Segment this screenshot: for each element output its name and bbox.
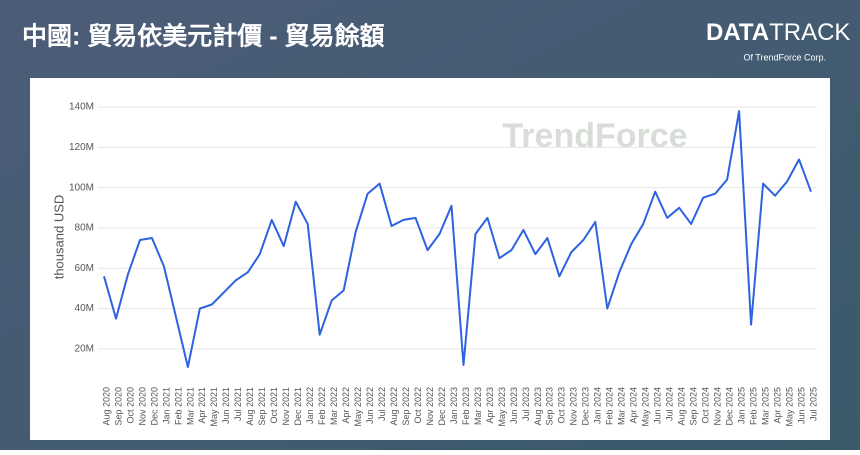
- x-tick-label: Nov 2022: [425, 387, 435, 426]
- x-tick-label: Nov 2020: [137, 387, 147, 426]
- x-tick-label: Dec 2022: [437, 387, 447, 426]
- x-tick-label: Apr 2021: [197, 387, 207, 424]
- y-tick-label: 40M: [75, 303, 94, 314]
- y-tick-label: 20M: [75, 343, 94, 354]
- x-tick-label: May 2022: [353, 387, 363, 427]
- y-tick-label: 60M: [75, 263, 94, 274]
- x-tick-label: Sep 2021: [257, 387, 267, 426]
- x-tick-label: Jun 2025: [796, 387, 806, 424]
- x-tick-label: Apr 2025: [772, 387, 782, 424]
- x-tick-label: Jun 2024: [653, 387, 663, 424]
- x-tick-label: May 2021: [209, 387, 219, 427]
- x-tick-label: Aug 2022: [389, 387, 399, 426]
- x-tick-label: Sep 2020: [113, 387, 123, 426]
- x-tick-label: Jun 2022: [365, 387, 375, 424]
- x-tick-label: Jan 2025: [736, 387, 746, 424]
- data-line: [103, 110, 812, 368]
- y-tick-label: 100M: [69, 182, 94, 193]
- logo-sub: Of TrendForce Corp.: [743, 52, 826, 62]
- x-tick-label: Mar 2023: [473, 387, 483, 425]
- x-tick-label: Sep 2022: [401, 387, 411, 426]
- x-tick-label: Mar 2024: [617, 387, 627, 425]
- logo: DATATRACK: [706, 19, 850, 46]
- x-tick-label: Aug 2023: [533, 387, 543, 426]
- x-tick-label: Oct 2020: [125, 387, 135, 424]
- x-tick-label: Jul 2025: [808, 387, 818, 421]
- x-tick-label: Sep 2024: [689, 387, 699, 426]
- x-tick-label: Dec 2020: [149, 387, 159, 426]
- x-tick-label: Jan 2024: [593, 387, 603, 424]
- x-tick-label: Nov 2021: [281, 387, 291, 426]
- x-tick-label: Oct 2022: [413, 387, 423, 424]
- x-tick-label: Feb 2025: [748, 387, 758, 425]
- y-tick-label: 120M: [69, 142, 94, 153]
- x-tick-label: Mar 2025: [760, 387, 770, 425]
- x-tick-label: Apr 2022: [341, 387, 351, 424]
- x-tick-label: Mar 2022: [329, 387, 339, 425]
- logo-bold: DATA: [706, 19, 769, 46]
- logo-light: TRACK: [769, 19, 850, 46]
- x-tick-label: Oct 2024: [701, 387, 711, 424]
- x-tick-label: Apr 2023: [485, 387, 495, 424]
- x-tick-label: Aug 2021: [245, 387, 255, 426]
- x-tick-label: Feb 2024: [605, 387, 615, 425]
- x-tick-label: Feb 2023: [461, 387, 471, 425]
- x-tick-label: Sep 2023: [545, 387, 555, 426]
- x-tick-label: May 2023: [497, 387, 507, 427]
- x-tick-label: Dec 2024: [724, 387, 734, 426]
- x-tick-label: Jan 2023: [449, 387, 459, 424]
- page-title: 中國: 貿易依美元計價 - 貿易餘額: [22, 22, 385, 51]
- y-tick-label: 140M: [69, 102, 94, 113]
- watermark: TrendForce: [502, 117, 687, 155]
- x-tick-label: Jun 2021: [221, 387, 231, 424]
- x-tick-label: Aug 2020: [101, 387, 111, 426]
- x-tick-label: Apr 2024: [629, 387, 639, 424]
- x-tick-label: Jul 2021: [233, 387, 243, 421]
- x-tick-label: Feb 2022: [317, 387, 327, 425]
- x-tick-label: Jul 2024: [665, 387, 675, 421]
- x-tick-label: Aug 2024: [677, 387, 687, 426]
- x-tick-label: Oct 2023: [557, 387, 567, 424]
- x-tick-label: Jul 2023: [521, 387, 531, 421]
- x-tick-label: Dec 2021: [293, 387, 303, 426]
- x-tick-label: Mar 2021: [185, 387, 195, 425]
- x-tick-label: May 2025: [784, 387, 794, 427]
- x-tick-label: Jun 2023: [509, 387, 519, 424]
- x-tick-label: Nov 2023: [569, 387, 579, 426]
- x-tick-label: Oct 2021: [269, 387, 279, 424]
- x-tick-label: Jul 2022: [377, 387, 387, 421]
- x-tick-label: Jan 2022: [305, 387, 315, 424]
- x-tick-label: Jan 2021: [161, 387, 171, 424]
- x-tick-label: May 2024: [641, 387, 651, 427]
- y-axis-label: thousand USD: [51, 195, 66, 280]
- x-tick-label: Feb 2021: [173, 387, 183, 425]
- chart-panel: [30, 78, 830, 440]
- x-tick-label: Nov 2024: [713, 387, 723, 426]
- y-tick-label: 80M: [75, 223, 94, 234]
- x-tick-label: Dec 2023: [581, 387, 591, 426]
